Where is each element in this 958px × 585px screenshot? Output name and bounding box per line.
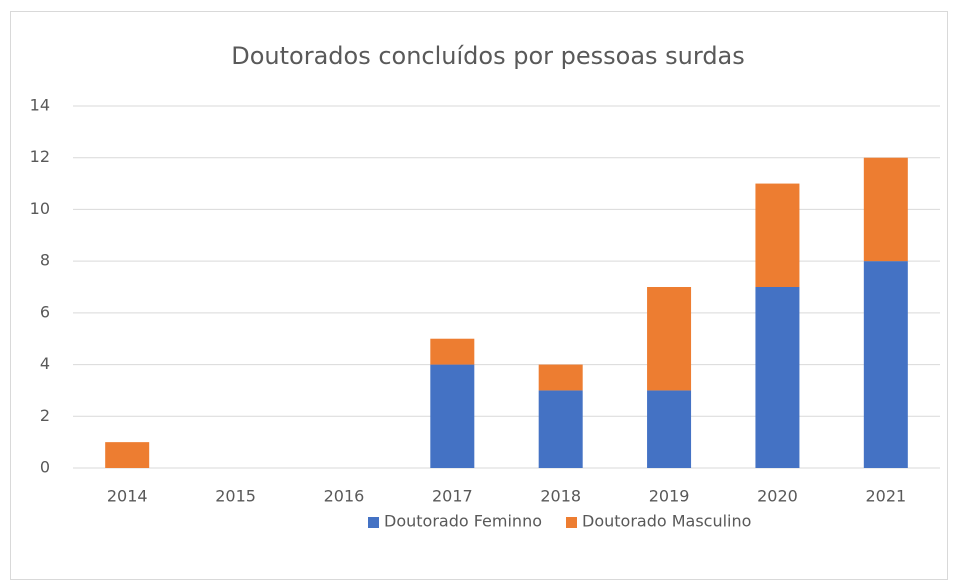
x-tick-label: 2018 [540, 487, 581, 506]
bar-segment [538, 364, 583, 391]
bar-segment [430, 338, 475, 365]
legend-swatch [566, 517, 577, 528]
y-tick-label: 0 [40, 458, 50, 477]
x-tick-label: 2021 [865, 487, 906, 506]
chart-border [10, 11, 948, 580]
legend-label: Doutorado Masculino [582, 512, 751, 531]
y-tick-label: 2 [40, 406, 50, 425]
bar-segment [647, 287, 692, 391]
x-tick-label: 2020 [757, 487, 798, 506]
y-tick-label: 8 [40, 251, 50, 270]
x-tick-label: 2014 [107, 487, 148, 506]
legend-swatch [368, 517, 379, 528]
y-tick-label: 14 [30, 96, 50, 115]
bar-segment [755, 287, 800, 468]
chart-title: Doutorados concluídos por pessoas surdas [231, 42, 745, 70]
x-tick-label: 2016 [324, 487, 365, 506]
bar-segment [647, 390, 692, 468]
y-tick-label: 6 [40, 302, 50, 321]
bar-segment [430, 364, 475, 468]
y-tick-label: 12 [30, 147, 50, 166]
bar-segment [538, 390, 583, 468]
bar-segment [863, 261, 908, 468]
bar-segment [755, 183, 800, 287]
y-tick-label: 4 [40, 354, 50, 373]
bar-segment [105, 442, 150, 468]
legend-label: Doutorado Feminno [384, 512, 542, 531]
y-tick-label: 10 [30, 199, 50, 218]
x-tick-label: 2017 [432, 487, 473, 506]
bar-segment [863, 157, 908, 262]
x-tick-label: 2019 [649, 487, 690, 506]
x-tick-label: 2015 [215, 487, 256, 506]
